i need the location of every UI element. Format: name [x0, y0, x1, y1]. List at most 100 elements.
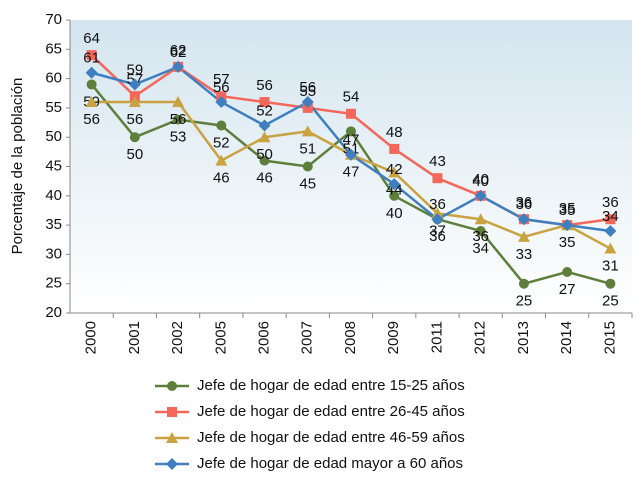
x-tick-label: 2002 — [169, 321, 186, 354]
y-tick-label: 55 — [45, 99, 62, 116]
data-label: 50 — [127, 146, 144, 163]
legend-marker — [166, 458, 178, 470]
legend-label: Jefe de hogar de edad entre 26-45 años — [197, 403, 465, 420]
data-label: 33 — [516, 246, 533, 263]
data-label: 25 — [602, 293, 619, 310]
legend-marker — [167, 407, 177, 417]
data-label: 56 — [256, 77, 273, 94]
point — [518, 278, 529, 289]
data-label: 27 — [559, 281, 576, 298]
data-label: 31 — [602, 258, 619, 275]
data-label: 48 — [386, 124, 403, 141]
point — [172, 96, 185, 108]
point — [431, 213, 444, 226]
data-label: 62 — [170, 42, 187, 59]
point — [302, 161, 313, 172]
data-label: 36 — [472, 228, 489, 245]
point — [301, 96, 314, 109]
data-label: 46 — [256, 170, 273, 187]
point — [474, 213, 487, 225]
data-label: 36 — [602, 194, 619, 211]
legend-label: Jefe de hogar de edad entre 15-25 años — [197, 377, 465, 394]
data-label: 56 — [170, 111, 187, 128]
point — [561, 219, 574, 232]
data-label: 35 — [559, 202, 576, 219]
y-tick-label: 35 — [45, 216, 62, 233]
data-label: 40 — [472, 171, 489, 188]
x-tick-label: 2001 — [126, 321, 143, 354]
data-label: 47 — [343, 164, 360, 181]
data-label: 36 — [429, 196, 446, 213]
point — [86, 79, 97, 90]
legend-label: Jefe de hogar de edad mayor a 60 años — [197, 455, 463, 472]
point — [388, 166, 401, 178]
legend-marker — [167, 381, 177, 391]
data-label: 43 — [429, 153, 446, 170]
data-label: 62 — [170, 44, 187, 61]
point — [475, 225, 486, 236]
data-label: 45 — [299, 175, 316, 192]
point — [604, 242, 617, 254]
data-label: 53 — [170, 129, 187, 146]
data-label: 56 — [127, 111, 144, 128]
y-tick-label: 50 — [45, 128, 62, 145]
y-tick-label: 30 — [45, 245, 62, 262]
x-tick-label: 2013 — [515, 321, 532, 354]
data-label: 64 — [83, 30, 100, 47]
data-label: 55 — [299, 83, 316, 100]
data-label: 36 — [516, 194, 533, 211]
point — [517, 213, 530, 226]
x-tick-label: 2011 — [428, 321, 445, 353]
x-tick-label: 2015 — [601, 321, 618, 354]
legend-label: Jefe de hogar de edad entre 46-59 años — [197, 429, 465, 446]
point — [474, 189, 487, 202]
data-label: 46 — [213, 170, 230, 187]
legend-marker — [166, 432, 178, 443]
point — [258, 131, 271, 143]
point — [128, 96, 141, 108]
point — [215, 154, 228, 166]
data-label: 52 — [213, 134, 230, 151]
point — [346, 126, 356, 137]
point — [389, 143, 400, 154]
y-tick-label: 40 — [45, 187, 62, 204]
point — [431, 207, 444, 219]
point — [128, 78, 141, 91]
point — [259, 155, 270, 166]
y-tick-label: 20 — [45, 304, 62, 321]
point — [86, 50, 97, 61]
point — [259, 97, 270, 108]
y-tick-label: 70 — [45, 11, 62, 28]
data-label: 56 — [83, 111, 100, 128]
data-label: 40 — [386, 205, 403, 222]
point — [173, 114, 184, 125]
data-label: 25 — [516, 293, 533, 310]
data-label: 40 — [472, 173, 489, 190]
data-label: 54 — [343, 89, 360, 106]
point — [215, 96, 228, 109]
y-tick-label: 45 — [45, 157, 62, 174]
point — [216, 120, 227, 131]
plot-area — [70, 20, 632, 313]
point — [517, 230, 530, 242]
data-label: 36 — [516, 196, 533, 213]
point — [389, 190, 400, 201]
point — [604, 224, 617, 237]
x-tick-label: 2006 — [256, 321, 273, 354]
point — [301, 125, 314, 137]
point — [432, 173, 443, 184]
data-label: 35 — [559, 200, 576, 217]
point — [345, 148, 357, 161]
data-label: 34 — [602, 208, 619, 225]
data-label: 35 — [559, 234, 576, 251]
y-axis-label: Porcentaje de la población — [9, 78, 26, 255]
point — [562, 266, 573, 277]
x-tick-label: 2009 — [385, 321, 402, 354]
x-tick-label: 2014 — [558, 321, 575, 354]
x-tick-label: 2000 — [83, 321, 100, 354]
data-label: 57 — [213, 71, 230, 88]
point — [605, 278, 616, 289]
data-label: 51 — [299, 140, 316, 157]
data-label: 56 — [213, 79, 230, 96]
data-label: 37 — [429, 222, 446, 239]
